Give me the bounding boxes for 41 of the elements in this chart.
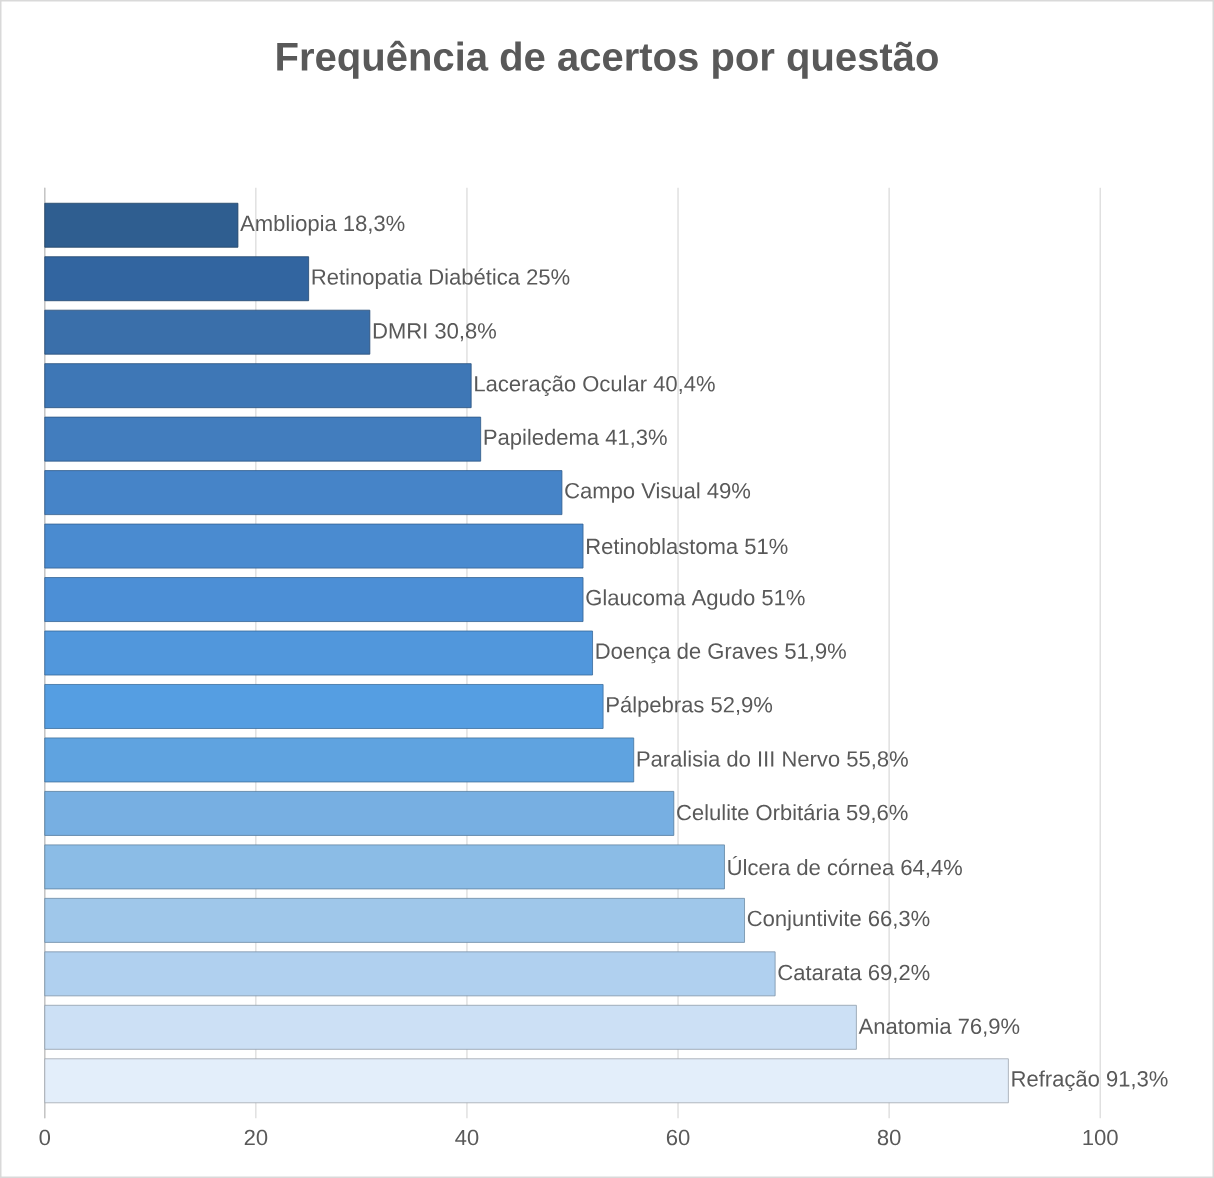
data-label: Retinopatia Diabética 25%	[312, 268, 570, 290]
data-label: Úlcera de córnea 64,4%	[728, 855, 962, 878]
bar	[44, 202, 239, 248]
bar	[44, 791, 675, 836]
bar	[44, 951, 776, 997]
chart-title: Frequência de acertos por questão	[277, 40, 938, 79]
bar	[44, 737, 635, 783]
data-label: Anatomia 76,9%	[858, 1017, 1020, 1037]
bar	[44, 684, 604, 729]
bar	[44, 844, 725, 890]
bar	[44, 470, 563, 516]
x-tick-label: 20	[244, 1129, 268, 1146]
data-label: Campo Visual 49%	[565, 482, 751, 503]
data-label: Laceração Ocular 40,4%	[475, 375, 715, 396]
data-label: Paralisia do III Nervo 55,8%	[637, 750, 908, 770]
data-label: Celulite Orbitária 59,6%	[677, 803, 908, 823]
bar	[44, 523, 584, 569]
data-label: Retinoblastoma 51%	[587, 538, 788, 555]
data-label: Conjuntivite 66,3%	[747, 910, 930, 931]
x-tick-label: 100	[1083, 1129, 1118, 1146]
x-tick-label: 0	[39, 1129, 51, 1146]
bar	[44, 577, 584, 622]
bar	[44, 1058, 1009, 1104]
data-label: Glaucoma Agudo 51%	[586, 589, 805, 610]
x-tick-label: 80	[877, 1129, 901, 1146]
bar	[44, 363, 472, 409]
data-label: Catarata 69,2%	[778, 964, 930, 983]
data-label: Ambliopia 18,3%	[240, 215, 405, 236]
data-label: Refração 91,3%	[1012, 1070, 1168, 1092]
bar	[44, 1004, 857, 1050]
bar	[44, 416, 482, 462]
bar	[44, 630, 593, 676]
bar	[44, 309, 371, 355]
x-tick-label: 60	[666, 1129, 690, 1146]
data-label: DMRI 30,8%	[373, 323, 496, 342]
bar	[44, 256, 310, 302]
data-label: Papiledema 41,3%	[484, 428, 667, 450]
bar	[44, 897, 745, 943]
data-label: Pálpebras 52,9%	[607, 696, 773, 717]
data-label: Doença de Graves 51,9%	[596, 642, 846, 664]
x-tick-label: 40	[455, 1129, 479, 1146]
